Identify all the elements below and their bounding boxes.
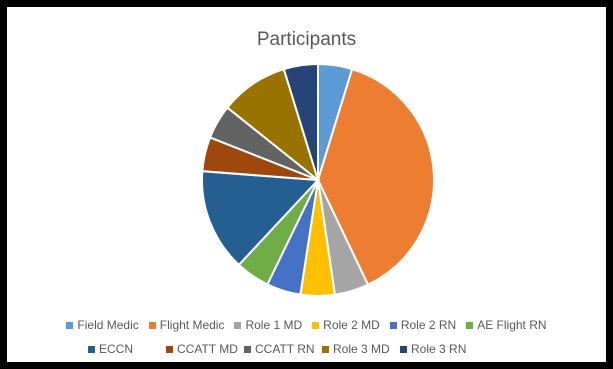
legend-label: CCATT MD: [177, 342, 238, 356]
legend-item: CCATT MD: [166, 341, 242, 357]
pie-chart: [201, 62, 435, 297]
legend-swatch: [148, 321, 156, 329]
legend-label: Role 2 RN: [400, 318, 457, 332]
legend-swatch: [66, 321, 74, 329]
legend-item: Role 2 MD: [312, 317, 380, 333]
legend-label: Field Medic: [77, 318, 139, 332]
legend-swatch: [312, 321, 320, 329]
chart-title: Participants: [256, 29, 357, 50]
legend-item: AE Flight RN: [466, 317, 547, 333]
legend-swatch: [166, 345, 173, 353]
pie-slice-role-3-rn: [282, 62, 319, 181]
legend-item: ECCN: [88, 341, 164, 357]
legend-swatch: [234, 321, 242, 329]
legend-label: ECCN: [99, 342, 134, 356]
legend-label: Role 3 RN: [411, 342, 467, 356]
pie-slice-eccn: [201, 170, 321, 267]
legend-item: Flight Medic: [148, 317, 225, 333]
legend-label: Role 3 MD: [333, 342, 390, 356]
legend-swatch: [244, 345, 251, 353]
legend-item: Role 1 MD: [234, 317, 302, 333]
legend-label: AE Flight RN: [477, 318, 547, 332]
legend-swatch: [88, 345, 95, 353]
legend-row: Field Medic Flight Medic Role 1 MD Role 2 M…: [7, 317, 606, 333]
legend-label: Role 2 MD: [323, 318, 380, 332]
legend-label: Role 1 MD: [245, 318, 303, 332]
pie-slice-flight-medic: [316, 67, 435, 287]
legend-swatch: [389, 321, 397, 329]
legend-label: CCATT RN: [255, 342, 315, 356]
legend-label: Flight Medic: [159, 318, 225, 332]
legend-item: Role 2 RN: [389, 317, 457, 333]
legend-swatch: [322, 345, 329, 353]
legend-swatch: [400, 345, 407, 353]
legend-swatch: [466, 321, 474, 329]
legend-item: Field Medic: [66, 317, 139, 333]
legend-row: ECCN CCATT MD CCATT RN Role 3 MD Role 3 RN: [7, 341, 606, 357]
legend-item: CCATT RN: [244, 341, 320, 357]
legend-item: Role 3 MD: [322, 341, 398, 357]
legend-item: Role 3 RN: [400, 341, 476, 357]
